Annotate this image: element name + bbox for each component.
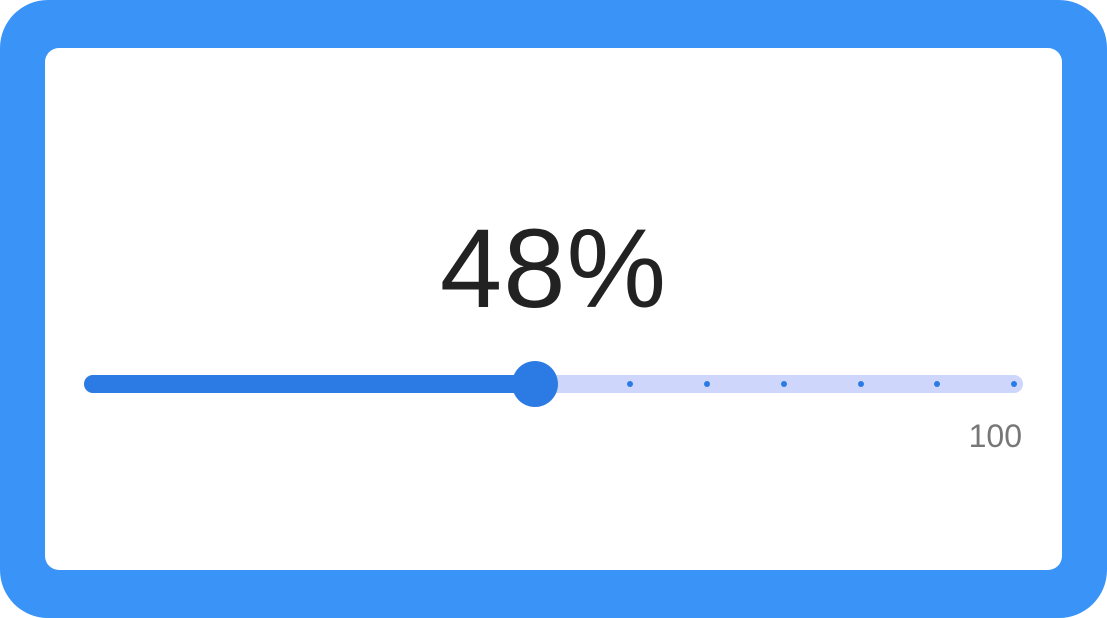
percent-slider[interactable] bbox=[84, 361, 1023, 407]
slider-fill bbox=[84, 375, 536, 393]
slider-tick bbox=[627, 381, 634, 387]
slider-tick bbox=[1011, 381, 1017, 387]
slider-tick bbox=[857, 381, 864, 387]
slider-thumb[interactable] bbox=[512, 361, 559, 407]
slider-card bbox=[45, 48, 1062, 570]
slider-tick bbox=[704, 381, 710, 387]
slider-tick bbox=[934, 381, 941, 387]
slider-max-label: 100 bbox=[968, 418, 1022, 454]
slider-value-display: 48% bbox=[439, 206, 668, 331]
slider-tick bbox=[780, 381, 787, 387]
